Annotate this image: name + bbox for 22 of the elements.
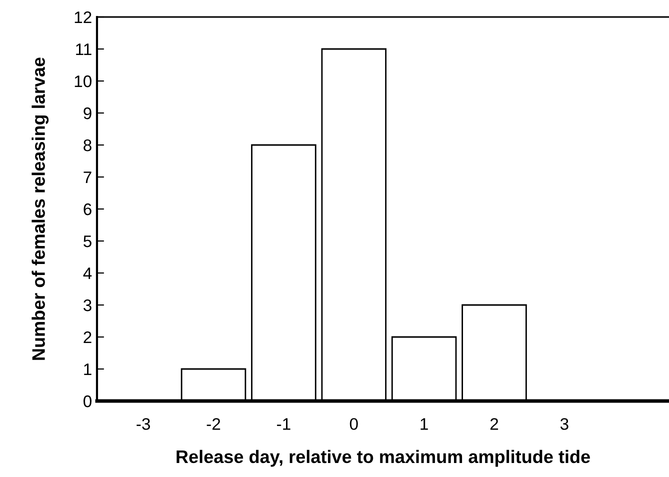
y-tick-label: 7 [84, 172, 92, 184]
y-tick-label: 2 [84, 331, 92, 344]
y-tick-label: 8 [84, 139, 92, 152]
y-tick-label: 3 [84, 299, 92, 312]
x-tick-label: -1 [277, 418, 290, 430]
x-tick-label: 3 [560, 418, 568, 430]
y-tick-label: 1 [84, 364, 92, 376]
y-tick-label: 11 [76, 44, 92, 56]
y-tick-label: 9 [84, 107, 92, 120]
y-tick-label: 5 [84, 236, 92, 248]
x-axis-title: Release day, relative to maximum amplitude tide [176, 450, 590, 467]
y-tick-label: 10 [74, 75, 92, 88]
y-axis-title: Number of females releasing larvae [32, 58, 49, 360]
x-tick-label: 1 [420, 418, 428, 430]
x-tick-label: 0 [350, 418, 358, 430]
y-tick-label: 0 [84, 395, 92, 408]
y-tick-label: 12 [74, 11, 92, 24]
y-tick-label: 6 [84, 203, 92, 216]
x-tick-label: 2 [490, 418, 498, 430]
x-tick-label: -2 [206, 418, 220, 430]
y-tick-label: 4 [83, 268, 92, 280]
x-tick-label: -3 [136, 418, 150, 430]
